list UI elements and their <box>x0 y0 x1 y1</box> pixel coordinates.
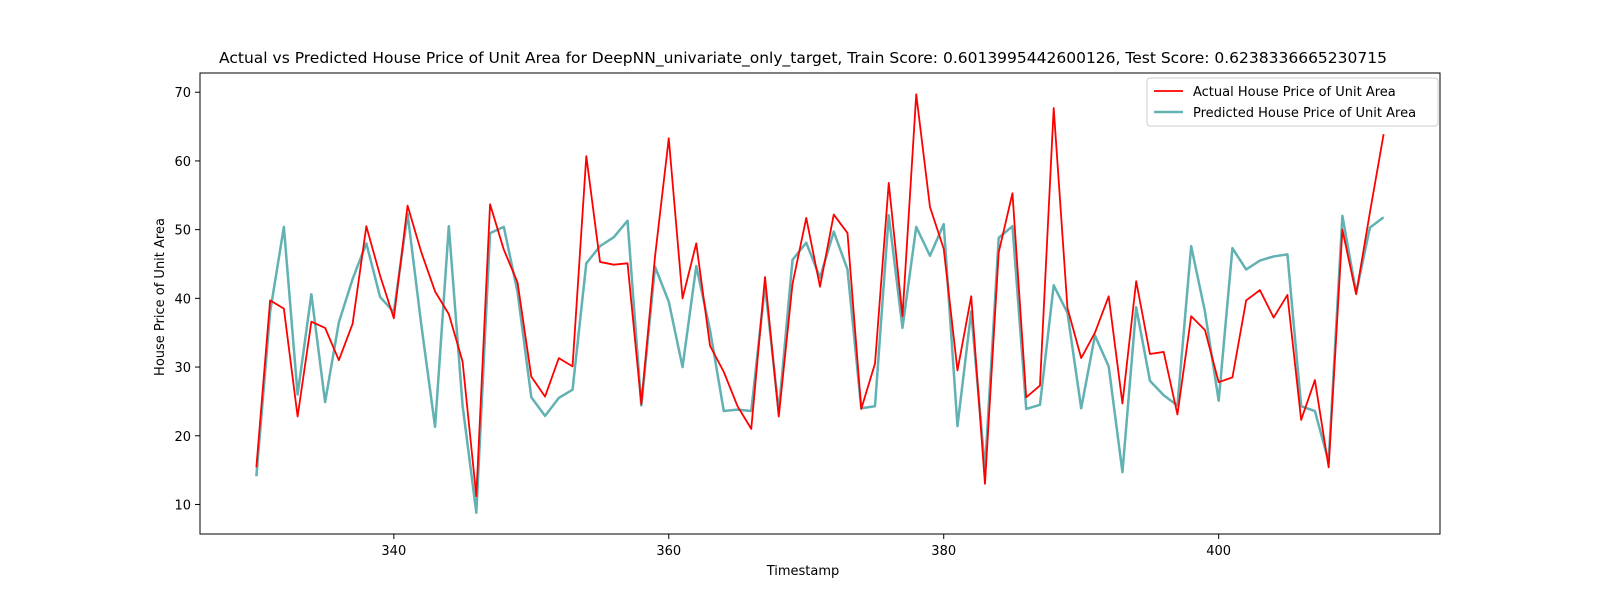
legend-box <box>1146 77 1439 127</box>
y-tick-label: 40 <box>174 292 191 307</box>
y-tick-label: 20 <box>174 430 191 445</box>
y-tick-label: 10 <box>174 498 191 513</box>
series-line-actual <box>255 93 1385 498</box>
y-axis-label: House Price of Unit Area <box>153 218 168 376</box>
legend-label-predicted: Predicted House Price of Unit Area <box>1193 106 1416 121</box>
y-tick-label: 70 <box>174 86 191 101</box>
x-tick-label: 360 <box>656 544 681 559</box>
y-tick-label: 50 <box>174 224 191 239</box>
x-tick-label: 400 <box>1206 544 1231 559</box>
y-tick-label: 30 <box>174 361 191 376</box>
plot-area <box>255 93 1385 514</box>
y-tick-label: 60 <box>174 155 191 170</box>
y-axis: 10 20 30 40 50 60 70 <box>174 86 200 513</box>
series-line-predicted <box>255 212 1385 514</box>
chart-title: Actual vs Predicted House Price of Unit … <box>219 49 1387 68</box>
x-tick-label: 340 <box>381 544 406 559</box>
x-axis-label: Timestamp <box>766 564 840 579</box>
x-tick-label: 380 <box>931 544 956 559</box>
x-axis: 340 360 380 400 <box>381 534 1231 559</box>
legend-label-actual: Actual House Price of Unit Area <box>1193 85 1396 100</box>
legend: Actual House Price of Unit Area Predicte… <box>1146 77 1439 127</box>
plot-frame <box>199 72 1441 535</box>
